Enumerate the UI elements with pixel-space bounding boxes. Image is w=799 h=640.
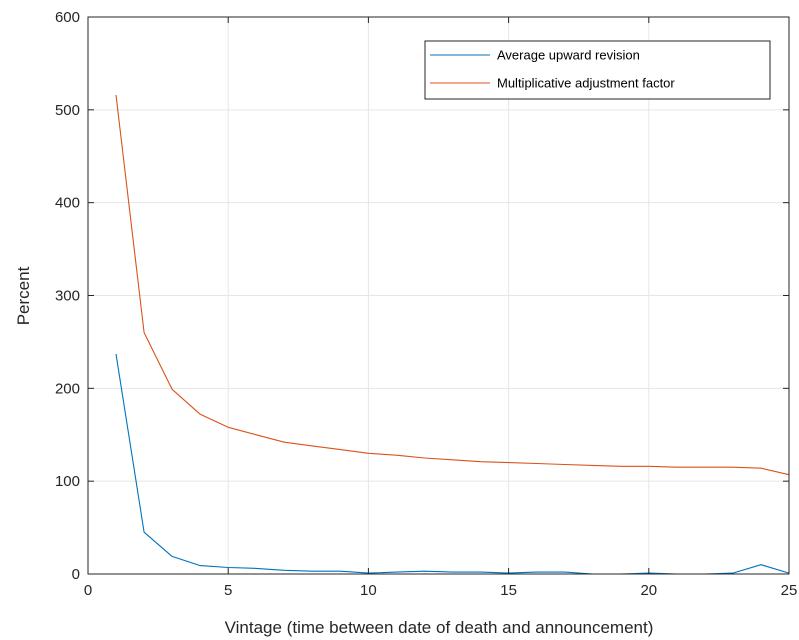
x-tick-label: 5 [224, 582, 232, 599]
y-tick-label: 0 [72, 566, 80, 583]
legend-box [424, 40, 771, 100]
x-tick-label: 25 [781, 582, 798, 599]
legend: Average upward revision Multiplicative a… [424, 40, 771, 100]
x-tick-label: 10 [360, 582, 377, 599]
y-tick-label: 500 [55, 102, 80, 119]
axis-ticks: 0 5 10 15 20 25 0 100 200 300 400 500 600 [55, 9, 797, 599]
grid-lines [88, 17, 789, 574]
x-tick-label: 20 [640, 582, 657, 599]
x-axis-label: Vintage (time between date of death and … [225, 618, 654, 637]
y-tick-label: 600 [55, 9, 80, 26]
x-tick-label: 0 [84, 582, 92, 599]
y-tick-label: 300 [55, 288, 80, 305]
y-axis-label: Percent [14, 266, 33, 325]
y-tick-label: 100 [55, 473, 80, 490]
y-tick-label: 400 [55, 195, 80, 212]
x-tick-label: 15 [500, 582, 517, 599]
y-tick-label: 200 [55, 380, 80, 397]
series-line-multiplicative-adjustment-factor [115, 94, 790, 476]
legend-label-average-upward-revision: Average upward revision [497, 48, 640, 63]
legend-label-multiplicative-adjustment-factor: Multiplicative adjustment factor [497, 76, 675, 91]
